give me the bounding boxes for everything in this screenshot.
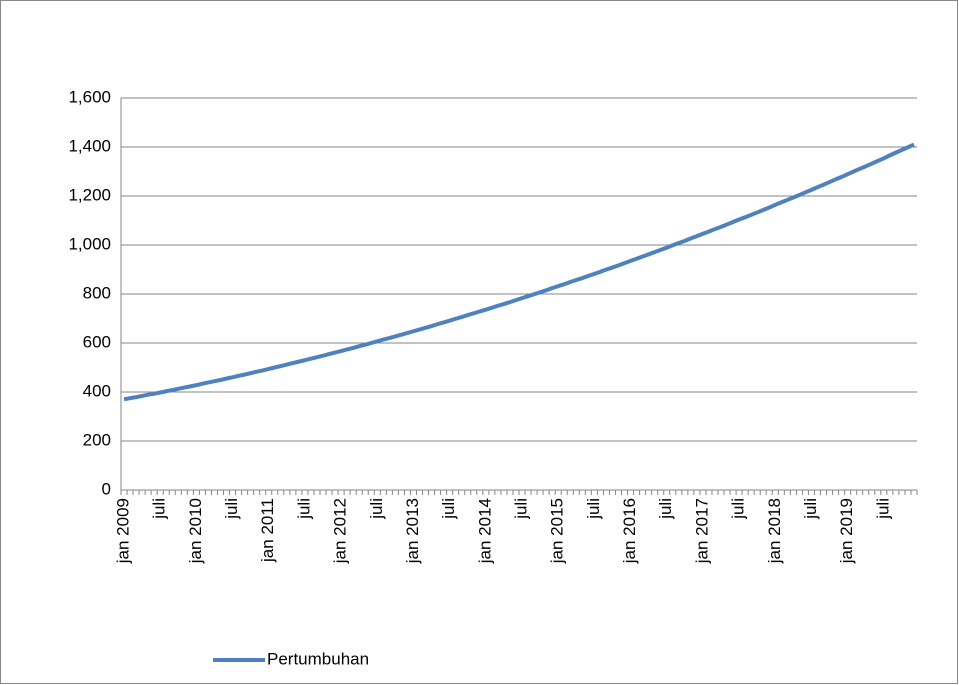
x-tick-label: jan 2016 bbox=[620, 498, 639, 564]
y-tick-label: 1,200 bbox=[68, 185, 111, 204]
x-tick-label: jan 2019 bbox=[837, 498, 856, 564]
x-tick-label: juli bbox=[367, 498, 386, 520]
x-tick-label: juli bbox=[294, 498, 313, 520]
x-tick-label: jan 2015 bbox=[548, 498, 567, 564]
x-tick-label: jan 2012 bbox=[331, 498, 350, 564]
y-tick-label: 800 bbox=[83, 283, 111, 302]
x-tick-label: jan 2009 bbox=[113, 498, 132, 564]
x-tick-label: juli bbox=[873, 498, 892, 520]
x-tick-label: juli bbox=[150, 498, 169, 520]
x-tick-label: jan 2010 bbox=[186, 498, 205, 564]
x-tick-label: juli bbox=[584, 498, 603, 520]
y-tick-label: 1,000 bbox=[68, 234, 111, 253]
x-tick-label: jan 2013 bbox=[403, 498, 422, 564]
x-tick-label: juli bbox=[656, 498, 675, 520]
x-tick-label: jan 2018 bbox=[765, 498, 784, 564]
x-tick-label: juli bbox=[801, 498, 820, 520]
y-tick-label: 0 bbox=[102, 479, 111, 498]
y-tick-label: 200 bbox=[83, 430, 111, 449]
y-tick-label: 600 bbox=[83, 332, 111, 351]
x-tick-label: jan 2017 bbox=[692, 498, 711, 564]
x-tick-label: juli bbox=[439, 498, 458, 520]
y-tick-label: 1,400 bbox=[68, 136, 111, 155]
x-tick-label: jan 2014 bbox=[475, 498, 494, 564]
x-tick-label: juli bbox=[222, 498, 241, 520]
y-tick-label: 1,600 bbox=[68, 87, 111, 106]
x-tick-label: juli bbox=[511, 498, 530, 520]
y-tick-label: 400 bbox=[83, 381, 111, 400]
x-tick-label: juli bbox=[729, 498, 748, 520]
x-tick-label: jan 2011 bbox=[258, 498, 277, 563]
legend-label: Pertumbuhan bbox=[267, 649, 369, 668]
line-series bbox=[123, 142, 915, 402]
